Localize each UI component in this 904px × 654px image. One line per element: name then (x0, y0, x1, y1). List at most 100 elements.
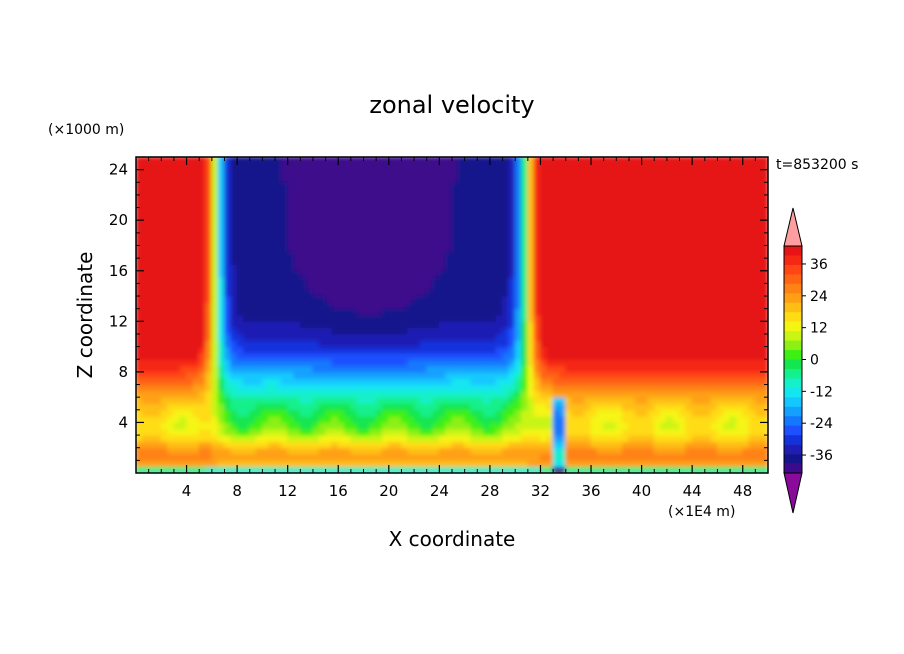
field-cell (375, 320, 383, 329)
field-cell (641, 207, 649, 215)
field-cell (584, 301, 592, 310)
field-cell (609, 295, 617, 303)
field-cell (754, 453, 763, 461)
field-cell (615, 162, 624, 171)
field-cell (483, 396, 491, 404)
field-cell (141, 409, 150, 417)
field-cell (432, 194, 440, 202)
field-cell (217, 289, 225, 297)
field-cell (217, 232, 225, 240)
field-cell (363, 371, 371, 379)
field-cell (438, 339, 447, 348)
field-cell (369, 428, 377, 436)
field-cell (489, 157, 497, 164)
field-cell (344, 181, 352, 190)
field-cell (306, 232, 314, 240)
field-cell (356, 213, 365, 221)
field-cell (521, 466, 529, 473)
field-cell (413, 194, 421, 202)
field-cell (685, 200, 693, 209)
field-cell (426, 213, 434, 221)
field-cell (325, 162, 333, 171)
field-cell (363, 396, 371, 404)
field-cell (558, 428, 567, 436)
field-cell (539, 263, 548, 272)
field-cell (476, 384, 485, 392)
field-cell (426, 421, 434, 430)
field-cell (742, 459, 750, 468)
field-cell (148, 251, 156, 259)
field-cell (154, 409, 162, 417)
field-cell (609, 213, 617, 221)
field-cell (407, 384, 415, 392)
field-cell (432, 263, 440, 272)
field-cell (704, 434, 712, 442)
field-cell (483, 157, 491, 164)
field-cell (748, 295, 756, 303)
field-cell (344, 314, 352, 322)
field-cell (742, 232, 750, 240)
field-cell (647, 453, 655, 461)
field-cell (141, 308, 150, 316)
field-cell (419, 352, 428, 360)
field-cell (489, 226, 497, 234)
field-cell (476, 157, 485, 164)
field-cell (211, 402, 219, 411)
field-cell (306, 238, 314, 246)
field-cell (413, 308, 421, 316)
field-cell (350, 257, 358, 265)
field-cell (280, 169, 289, 177)
field-cell (508, 440, 516, 449)
field-cell (413, 339, 421, 348)
field-cell (476, 200, 485, 209)
field-cell (685, 207, 693, 215)
field-cell (198, 346, 207, 354)
field-cell (622, 181, 630, 190)
field-cell (400, 320, 409, 329)
field-cell (192, 308, 200, 316)
field-cell (299, 175, 308, 183)
field-cell (394, 175, 402, 183)
field-cell (141, 434, 150, 442)
field-cell (438, 181, 447, 190)
field-cell (179, 188, 188, 196)
field-cell (445, 396, 453, 404)
field-cell (672, 390, 681, 398)
field-cell (325, 466, 333, 473)
field-cell (293, 314, 301, 322)
field-cell (148, 301, 156, 310)
field-cell (407, 320, 415, 329)
field-cell (299, 396, 308, 404)
field-cell (312, 333, 320, 341)
field-cell (539, 257, 548, 265)
field-cell (615, 244, 624, 253)
field-cell (154, 434, 162, 442)
field-cell (325, 213, 333, 221)
field-cell (205, 257, 213, 265)
field-cell (136, 314, 143, 322)
field-cell (400, 327, 409, 335)
field-cell (704, 365, 712, 373)
field-cell (400, 251, 409, 259)
field-cell (186, 339, 194, 348)
field-cell (261, 352, 270, 360)
field-cell (653, 162, 662, 171)
field-cell (274, 295, 282, 303)
field-cell (742, 320, 750, 329)
field-cell (716, 289, 725, 297)
field-cell (527, 396, 535, 404)
field-cell (223, 453, 232, 461)
field-cell (388, 226, 396, 234)
field-cell (236, 263, 244, 272)
field-cell (527, 226, 535, 234)
field-cell (154, 346, 162, 354)
field-cell (457, 352, 466, 360)
field-cell (584, 169, 592, 177)
field-cell (628, 346, 636, 354)
field-cell (280, 194, 289, 202)
field-cell (242, 219, 251, 228)
field-cell (691, 459, 699, 468)
field-cell (223, 327, 232, 335)
field-cell (407, 308, 415, 316)
field-cell (641, 219, 649, 228)
